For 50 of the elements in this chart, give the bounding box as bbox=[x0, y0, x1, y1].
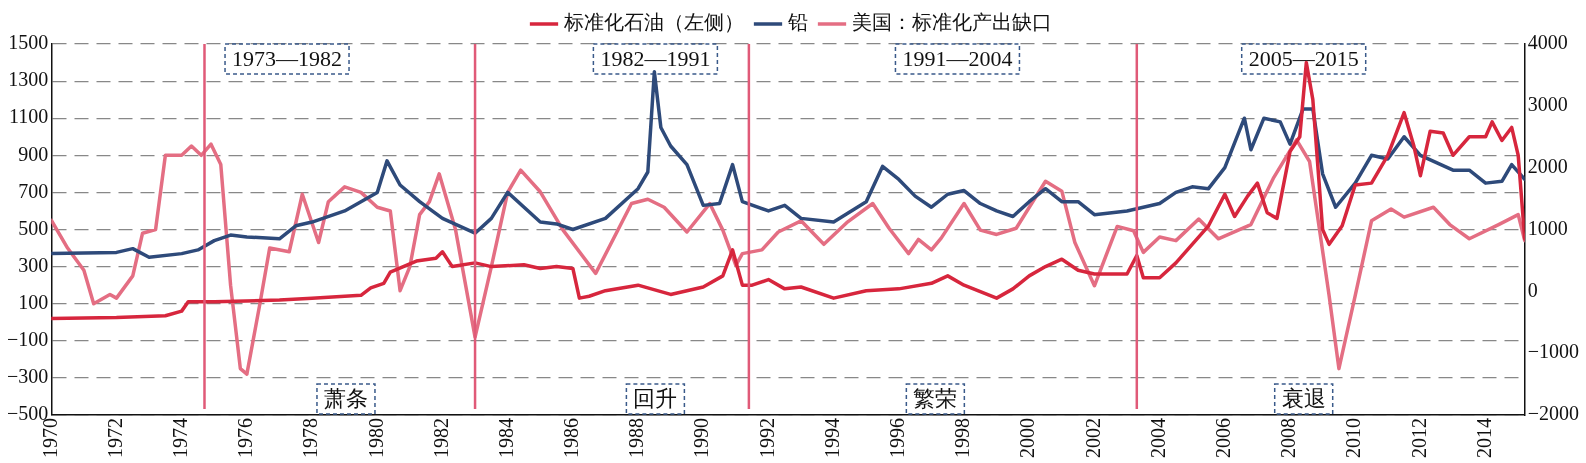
annotation: 回升 bbox=[633, 385, 678, 411]
x-tick-label: 1988 bbox=[625, 418, 648, 458]
y2-tick-label: 2000 bbox=[1527, 154, 1568, 177]
annotation: 1991—2004 bbox=[902, 45, 1013, 71]
y2-tick-label: 1000 bbox=[1527, 216, 1568, 239]
x-tick-label: 1972 bbox=[103, 418, 126, 458]
y-tick-label: 900 bbox=[18, 142, 49, 165]
y2-tick-label: −1000 bbox=[1527, 340, 1579, 363]
x-tick-label: 2000 bbox=[1016, 418, 1039, 458]
x-tick-label: 1992 bbox=[755, 418, 778, 458]
x-tick-label: 1982 bbox=[429, 418, 452, 458]
x-tick-label: 2012 bbox=[1407, 418, 1430, 458]
x-tick-label: 1984 bbox=[494, 418, 517, 458]
x-tick-label: 2008 bbox=[1277, 418, 1300, 458]
legend-label: 标准化石油（左侧） bbox=[563, 11, 744, 34]
y2-tick-label: 3000 bbox=[1527, 93, 1568, 116]
y-tick-label: 1100 bbox=[9, 105, 49, 128]
y-tick-label: 100 bbox=[18, 290, 49, 313]
legend-label: 铅 bbox=[787, 11, 808, 34]
y-tick-label: 500 bbox=[18, 216, 49, 239]
y2-tick-label: −2000 bbox=[1527, 402, 1579, 425]
x-tick-label: 2010 bbox=[1342, 418, 1365, 458]
y-tick-label: 300 bbox=[18, 253, 49, 276]
x-tick-label: 2004 bbox=[1146, 418, 1169, 458]
x-tick-label: 1978 bbox=[299, 418, 322, 458]
x-tick-label: 2006 bbox=[1212, 418, 1235, 458]
y-tick-label: 1500 bbox=[8, 31, 49, 54]
annotation: 繁荣 bbox=[913, 385, 958, 411]
x-tick-label: 1974 bbox=[168, 418, 191, 458]
x-tick-label: 1980 bbox=[364, 418, 387, 458]
legend-label: 美国：标准化产出缺口 bbox=[852, 11, 1052, 34]
x-tick-label: 2002 bbox=[1081, 418, 1104, 458]
annotation: 1982—1991 bbox=[600, 45, 711, 71]
y-tick-label: 700 bbox=[18, 179, 49, 202]
y2-tick-label: 4000 bbox=[1527, 31, 1568, 54]
annotation: 萧条 bbox=[323, 385, 368, 411]
x-tick-label: 1994 bbox=[820, 418, 843, 458]
annotation: 衰退 bbox=[1281, 385, 1326, 411]
x-tick-label: 1976 bbox=[234, 418, 257, 458]
x-tick-label: 1998 bbox=[951, 418, 974, 458]
y-tick-label: 1300 bbox=[8, 68, 49, 91]
annotation: 2005—2015 bbox=[1248, 45, 1359, 71]
x-tick-label: 1990 bbox=[690, 418, 713, 458]
y-tick-label: −300 bbox=[7, 365, 49, 388]
annotation: 1973—1982 bbox=[232, 45, 343, 71]
y-tick-label: −100 bbox=[7, 328, 49, 351]
x-tick-label: 2014 bbox=[1472, 418, 1495, 458]
x-tick-label: 1986 bbox=[560, 418, 583, 458]
x-tick-label: 1996 bbox=[886, 418, 909, 458]
y2-tick-label: 0 bbox=[1527, 278, 1538, 301]
